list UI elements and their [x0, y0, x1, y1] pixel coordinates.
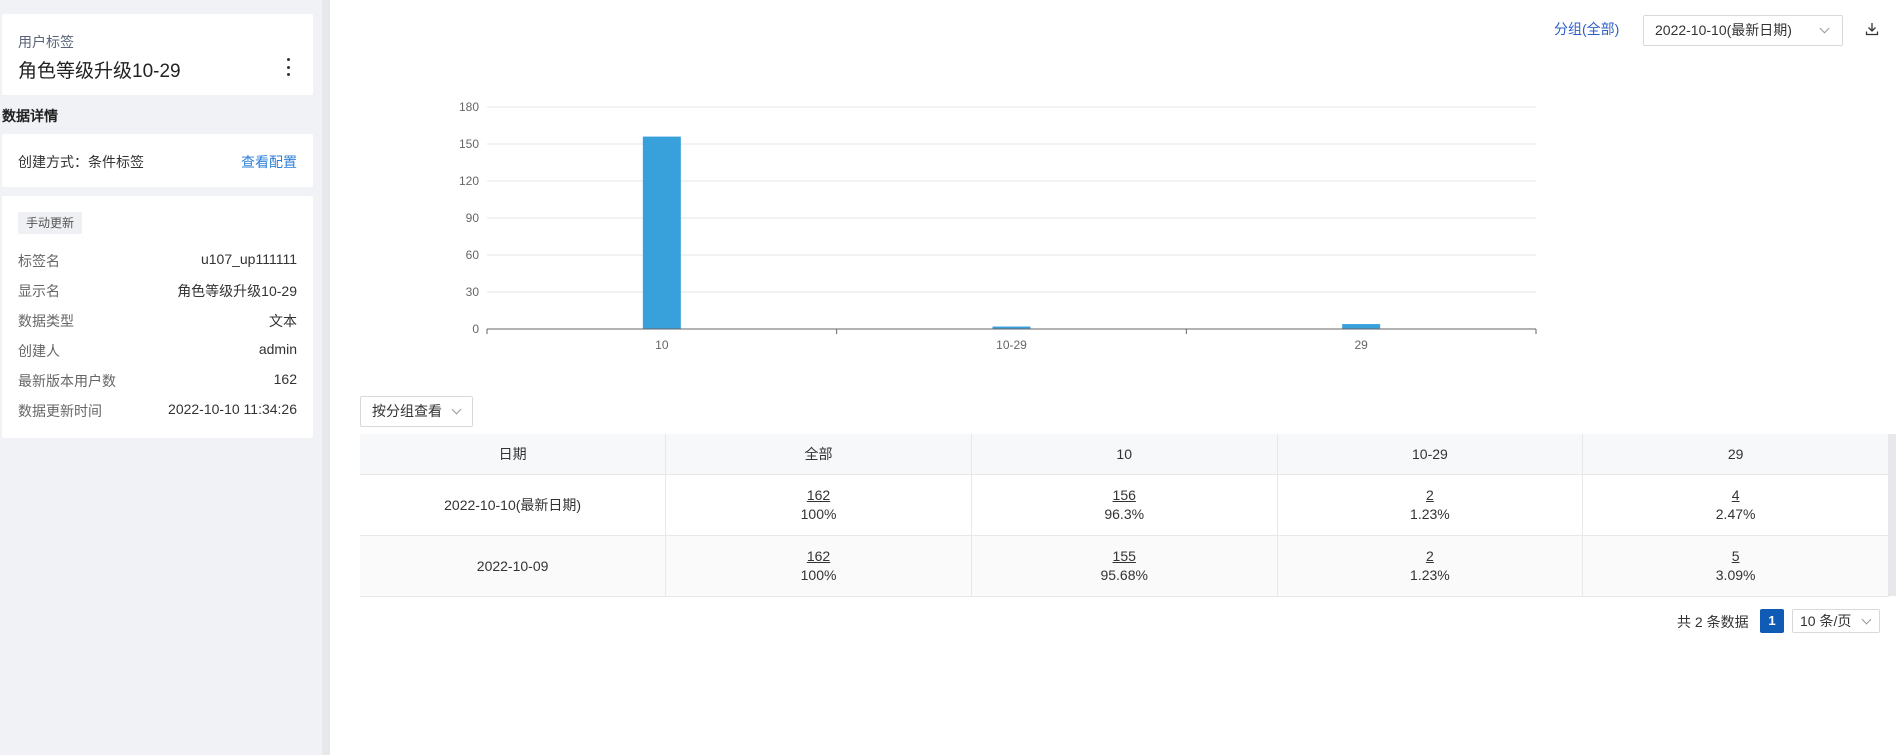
chevron-down-icon — [1819, 23, 1830, 34]
y-tick-label: 150 — [459, 137, 479, 151]
tag-title: 角色等级升级10-29 — [18, 61, 181, 82]
view-config-link[interactable]: 查看配置 — [241, 154, 297, 170]
x-tick-label: 29 — [1354, 338, 1368, 352]
tag-category: 用户标签 — [18, 34, 74, 50]
create-method-label: 创建方式：条件标签 — [18, 154, 144, 170]
percent-text: 3.09% — [1715, 567, 1756, 583]
percent-text: 100% — [800, 567, 837, 583]
y-tick-label: 0 — [472, 322, 479, 336]
y-tick-label: 180 — [459, 100, 479, 114]
date-select[interactable]: 2022-10-10(最新日期) — [1643, 15, 1843, 46]
sidebar-panel: 用户标签 角色等级升级10-29 数据详情 创建方式：条件标签 查看配置 手动更… — [0, 0, 322, 755]
download-icon[interactable] — [1865, 22, 1879, 36]
group-view-select[interactable]: 按分组查看 — [360, 396, 473, 427]
sidebar-scrollbar[interactable] — [322, 0, 330, 755]
count-link[interactable]: 162 — [806, 548, 831, 564]
value-cell: 162 100% — [665, 535, 972, 597]
x-tick-label: 10 — [655, 338, 669, 352]
column-header: 10 — [971, 434, 1278, 475]
tag-header-card: 用户标签 角色等级升级10-29 — [2, 14, 313, 95]
detail-value: admin — [258, 341, 297, 357]
column-header: 全部 — [665, 434, 972, 475]
percent-text: 1.23% — [1410, 567, 1450, 583]
detail-row: 最新版本用户数 162 — [18, 371, 297, 391]
count-link[interactable]: 2 — [1426, 548, 1434, 564]
count-link[interactable]: 5 — [1731, 548, 1740, 564]
percent-text: 95.68% — [1100, 567, 1148, 583]
bar-chart: 0 30 60 90 120 150 180 10 10-29 29 — [459, 100, 1537, 352]
group-view-value: 按分组查看 — [372, 403, 442, 419]
percent-text: 96.3% — [1104, 506, 1145, 522]
detail-key: 显示名 — [18, 283, 60, 299]
count-link[interactable]: 4 — [1731, 487, 1740, 503]
bar-10-29[interactable] — [992, 326, 1031, 329]
count-link[interactable]: 2 — [1426, 487, 1434, 503]
table-row: 2022-10-10(最新日期) 162 100% 156 96.3% 2 1.23%… — [360, 474, 1889, 536]
detail-value: 角色等级升级10-29 — [177, 283, 297, 299]
value-cell: 156 96.3% — [971, 474, 1278, 536]
bar-10[interactable] — [642, 136, 681, 329]
group-filter-link[interactable]: 分组(全部) — [1554, 21, 1620, 37]
value-cell: 2 1.23% — [1277, 535, 1584, 597]
column-header: 10-29 — [1277, 434, 1584, 475]
value-cell: 4 2.47% — [1582, 474, 1889, 536]
column-header: 29 — [1582, 434, 1889, 475]
bar-29[interactable] — [1342, 324, 1381, 329]
detail-row: 显示名 角色等级升级10-29 — [18, 281, 297, 301]
section-title: 数据详情 — [2, 108, 58, 124]
update-mode-badge: 手动更新 — [18, 212, 83, 234]
percent-text: 2.47% — [1715, 506, 1756, 522]
detail-value: u107_up111111 — [200, 251, 297, 267]
table-scrollbar[interactable] — [1889, 434, 1896, 596]
date-select-value: 2022-10-10(最新日期) — [1655, 22, 1792, 38]
detail-value: 162 — [273, 371, 297, 387]
count-link[interactable]: 155 — [1112, 548, 1136, 564]
date-cell: 2022-10-09 — [360, 535, 667, 597]
create-method-card: 创建方式：条件标签 查看配置 — [2, 134, 313, 187]
y-tick-label: 90 — [466, 211, 480, 225]
y-tick-label: 60 — [466, 248, 480, 262]
value-cell: 5 3.09% — [1582, 535, 1889, 597]
detail-value: 2022-10-10 11:34:26 — [168, 401, 297, 417]
detail-row: 创建人 admin — [18, 341, 297, 361]
more-vertical-icon[interactable] — [287, 58, 291, 76]
main-panel: 分组(全部) 2022-10-10(最新日期) 0 30 60 90 120 150 180… — [335, 0, 1896, 755]
chevron-down-icon — [1861, 614, 1872, 625]
y-tick-label: 120 — [459, 174, 479, 188]
y-tick-label: 30 — [466, 285, 480, 299]
percent-text: 100% — [800, 506, 837, 522]
data-table: 日期 全部 10 10-29 29 2022-10-10(最新日期) 162 10… — [360, 434, 1889, 597]
sidebar: 用户标签 角色等级升级10-29 数据详情 创建方式：条件标签 查看配置 手动更… — [0, 0, 330, 755]
table-row: 2022-10-09 162 100% 155 95.68% 2 1.23% 5 3.0… — [360, 535, 1889, 597]
value-cell: 2 1.23% — [1277, 474, 1584, 536]
detail-key: 最新版本用户数 — [18, 373, 116, 389]
value-cell: 162 100% — [665, 474, 972, 536]
detail-row: 标签名 u107_up111111 — [18, 251, 297, 271]
chevron-down-icon — [451, 404, 462, 415]
tag-detail-card: 手动更新 标签名 u107_up111111 显示名 角色等级升级10-29 数… — [2, 196, 313, 438]
detail-key: 标签名 — [18, 253, 60, 269]
detail-key: 数据类型 — [18, 313, 74, 329]
percent-text: 1.23% — [1410, 506, 1450, 522]
count-link[interactable]: 156 — [1112, 487, 1136, 503]
count-link[interactable]: 162 — [806, 487, 831, 503]
detail-key: 数据更新时间 — [18, 403, 102, 419]
detail-row: 数据更新时间 2022-10-10 11:34:26 — [18, 401, 297, 421]
total-count: 共 2 条数据 — [1677, 614, 1749, 630]
detail-row: 数据类型 文本 — [18, 311, 297, 331]
column-header: 日期 — [360, 434, 667, 475]
detail-value: 文本 — [269, 313, 297, 329]
page-size-value: 10 条/页 — [1800, 613, 1852, 629]
date-cell: 2022-10-10(最新日期) — [360, 474, 667, 536]
page-number-button[interactable]: 1 — [1760, 609, 1784, 633]
value-cell: 155 95.68% — [971, 535, 1278, 597]
x-tick-label: 10-29 — [996, 338, 1027, 352]
detail-key: 创建人 — [18, 343, 60, 359]
page-size-select[interactable]: 10 条/页 — [1792, 609, 1880, 633]
table-header-row: 日期 全部 10 10-29 29 — [360, 434, 1889, 475]
